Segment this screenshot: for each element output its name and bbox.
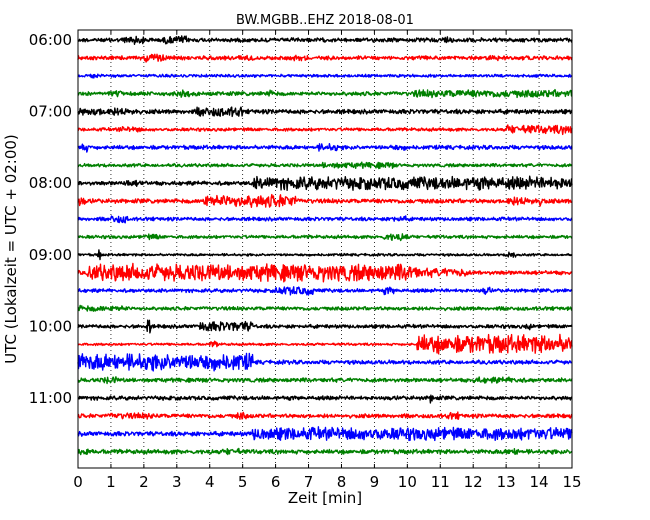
trace-08:45: [77, 233, 573, 242]
x-tick-label: 2: [139, 473, 149, 491]
trace-10:45: [77, 376, 573, 385]
trace-08:30: [77, 215, 573, 224]
y-tick-label: 08:00: [29, 174, 72, 192]
plot-area: [78, 30, 572, 468]
plot-frame: [77, 29, 573, 469]
x-tick-label: 5: [238, 473, 248, 491]
y-tick-label: 07:00: [29, 103, 72, 121]
x-tick-label: 6: [271, 473, 281, 491]
trace-10:00: [77, 319, 573, 334]
trace-06:45: [77, 88, 573, 99]
trace-09:45: [77, 304, 573, 312]
trace-09:00: [77, 249, 573, 261]
x-tick-label: 7: [304, 473, 314, 491]
x-tick-label: 0: [73, 473, 83, 491]
trace-09:30: [77, 286, 573, 296]
x-tick-label: 15: [562, 473, 581, 491]
trace-11:45: [77, 447, 573, 456]
y-tick-label: 10:00: [29, 317, 72, 335]
y-tick-label: 11:00: [29, 389, 72, 407]
trace-11:15: [77, 411, 573, 420]
x-tick-label: 8: [337, 473, 347, 491]
x-tick-label: 11: [431, 473, 450, 491]
trace-07:00: [77, 106, 573, 118]
trace-layer: [77, 35, 573, 456]
x-tick-label: 13: [497, 473, 516, 491]
trace-11:00: [77, 394, 573, 404]
trace-10:15: [77, 333, 573, 355]
trace-07:30: [77, 142, 573, 153]
x-tick-label: 4: [205, 473, 215, 491]
x-tick-label: 14: [530, 473, 549, 491]
trace-06:00: [77, 35, 573, 45]
trace-06:30: [77, 73, 573, 79]
tick-layer: 0 1 2 3 4 5 6 7 8 9 10 11 12 13 14 1506:0007:0008:0009:…: [29, 30, 582, 491]
y-axis-label: UTC (Lokalzeit = UTC + 02:00): [2, 134, 20, 364]
x-tick-label: 10: [398, 473, 417, 491]
trace-09:15: [77, 262, 573, 283]
trace-07:15: [77, 124, 573, 136]
x-tick-label: 12: [464, 473, 483, 491]
trace-06:15: [77, 53, 573, 63]
chart-title: BW.MGBB..EHZ 2018-08-01: [236, 13, 414, 28]
trace-11:30: [77, 426, 573, 442]
trace-08:00: [77, 175, 573, 192]
x-tick-label: 3: [172, 473, 182, 491]
trace-10:30: [77, 352, 573, 372]
trace-08:15: [77, 193, 573, 209]
x-axis-label: Zeit [min]: [288, 489, 362, 507]
y-tick-label: 06:00: [29, 31, 72, 49]
y-tick-label: 09:00: [29, 246, 72, 264]
trace-07:45: [77, 161, 573, 170]
x-tick-label: 1: [106, 473, 116, 491]
x-tick-label: 9: [370, 473, 380, 491]
